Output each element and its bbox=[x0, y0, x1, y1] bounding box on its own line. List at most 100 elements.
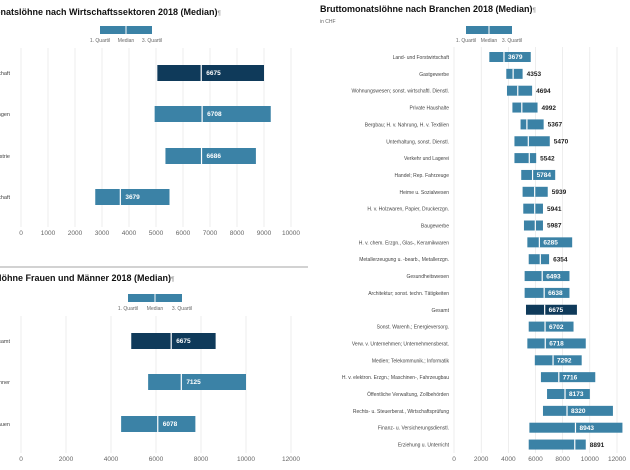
box-row: Bergbau; H. v. Nahrung, H. v. Textilien 5… bbox=[365, 119, 562, 130]
row-label: Finanz- u. Versicherungsdienstl. bbox=[378, 426, 449, 432]
median-value-label: 5939 bbox=[552, 189, 567, 196]
chart-0: Bruttomonatslöhne nach Wirtschaftssektor… bbox=[0, 7, 300, 237]
row-label: Heime u. Sozialwesen bbox=[400, 190, 450, 196]
chart-title-mark: ¶ bbox=[171, 277, 175, 283]
box-lower-quartile bbox=[514, 153, 530, 164]
legend-median-label: Median bbox=[147, 306, 164, 312]
legend-q1-label: 1. Quartil bbox=[456, 38, 476, 44]
box-lower-quartile bbox=[540, 372, 559, 383]
median-value-label: 6718 bbox=[549, 341, 564, 348]
median-value-label: 6675 bbox=[206, 70, 221, 77]
box-upper-quartile bbox=[545, 338, 586, 349]
legend-swatch-lower bbox=[100, 26, 126, 34]
median-value-label: 5941 bbox=[547, 206, 562, 213]
box-row: Land- und Forstwirtschaft 6675 bbox=[0, 65, 264, 81]
row-label: Metallerzeugung u. -bearb., Metallerzgn. bbox=[359, 257, 449, 263]
median-value-label: 6638 bbox=[548, 290, 563, 297]
chart-title-text: Bruttomonatslöhne Frauen und Männer 2018… bbox=[0, 273, 171, 283]
median-value-label: 4992 bbox=[542, 105, 557, 112]
x-tick-label: 10000 bbox=[237, 456, 255, 463]
box-lower-quartile bbox=[506, 85, 518, 96]
box-lower-quartile bbox=[528, 254, 541, 265]
row-label: Verw. v. Unternehmen; Unternehmensberat. bbox=[352, 341, 449, 347]
chart-title-text: Bruttomonatslöhne nach Wirtschaftssektor… bbox=[0, 7, 217, 17]
x-tick-label: 0 bbox=[452, 456, 456, 463]
median-value-label: 5784 bbox=[537, 172, 552, 179]
box-row: Gesundheitswesen 6493 bbox=[406, 271, 570, 282]
box-upper-quartile bbox=[529, 153, 537, 164]
x-tick-label: 2000 bbox=[68, 230, 83, 237]
row-label: Land- und Forstwirtschaft bbox=[393, 55, 450, 61]
row-label: Gesamt bbox=[431, 308, 449, 314]
x-tick-label: 5000 bbox=[149, 230, 164, 237]
chart-title: Bruttomonatslöhne nach Branchen 2018 (Me… bbox=[320, 4, 537, 14]
box-row: H. v. chem. Erzgn., Glas-, Keramikwaren 6… bbox=[359, 237, 573, 248]
box-upper-quartile bbox=[534, 203, 543, 214]
median-value-label: 6675 bbox=[176, 338, 191, 345]
x-tick-label: 10000 bbox=[282, 230, 300, 237]
box-lower-quartile bbox=[525, 304, 545, 315]
box-lower-quartile bbox=[523, 220, 536, 231]
x-tick-label: 4000 bbox=[501, 456, 516, 463]
row-label: Öffentliche Verwaltung, Zollbehörden bbox=[367, 391, 449, 398]
legend-q1-label: 1. Quartil bbox=[90, 38, 110, 44]
box-lower-quartile bbox=[527, 237, 540, 248]
x-tick-label: 1000 bbox=[41, 230, 56, 237]
box-upper-quartile bbox=[526, 119, 544, 130]
median-value-label: 8943 bbox=[579, 425, 594, 432]
box-upper-quartile bbox=[542, 271, 570, 282]
box-row: Gastgewerbe 4353 bbox=[419, 68, 541, 79]
row-label: Gastgewerbe bbox=[419, 72, 449, 78]
box-upper-quartile bbox=[181, 374, 246, 390]
row-label: Erziehung u. Unterricht bbox=[398, 443, 450, 449]
legend-q1-label: 1. Quartil bbox=[118, 306, 138, 312]
box-row: Öffentliche Verwaltung, Zollbehörden 8173 bbox=[367, 389, 590, 399]
box-row: Verkehr und Lagerei 5542 bbox=[404, 153, 555, 164]
row-label: Verkehr und Lagerei bbox=[404, 156, 449, 162]
x-tick-label: 2000 bbox=[474, 456, 489, 463]
box-upper-quartile bbox=[513, 68, 523, 79]
box-row: Sonst. Warenh.; Energieversorg. 6702 bbox=[377, 321, 574, 332]
row-label: H. v. elektron. Erzgn.; Maschinen-, Fahr… bbox=[342, 375, 449, 381]
median-value-label: 6686 bbox=[207, 153, 222, 160]
row-label: Gesundheitswesen bbox=[406, 274, 449, 280]
median-value-label: 8891 bbox=[590, 442, 605, 449]
box-row: Verw. v. Unternehmen; Unternehmensberat.… bbox=[352, 338, 586, 349]
x-tick-label: 8000 bbox=[230, 230, 245, 237]
legend: 1. Quartil Median 3. Quartil bbox=[90, 26, 162, 44]
box-lower-quartile bbox=[542, 405, 568, 416]
median-value-label: 3679 bbox=[125, 194, 140, 201]
chart-subtitle: in CHF bbox=[320, 19, 336, 25]
row-label: Männer bbox=[0, 380, 10, 386]
box-lower-quartile bbox=[506, 68, 514, 79]
x-tick-label: 6000 bbox=[176, 230, 191, 237]
median-value-label: 6354 bbox=[553, 256, 568, 263]
box-row: Rechts- u. Steuerberat., Wirtschaftsprüf… bbox=[353, 405, 613, 416]
box-upper-quartile bbox=[553, 355, 582, 366]
box-row: Medien; Telekommunik.; Informatik 7292 bbox=[372, 355, 582, 366]
x-tick-label: 0 bbox=[19, 230, 23, 237]
box-upper-quartile bbox=[503, 52, 531, 62]
median-value-label: 6078 bbox=[163, 421, 178, 428]
box-lower-quartile bbox=[148, 374, 182, 390]
box-upper-quartile bbox=[157, 416, 196, 432]
x-tick-label: 12000 bbox=[608, 456, 626, 463]
box-row: Dienstleistungen 6708 bbox=[0, 106, 271, 122]
x-tick-label: 3000 bbox=[95, 230, 110, 237]
box-upper-quartile bbox=[201, 65, 264, 81]
box-upper-quartile bbox=[517, 85, 533, 96]
box-lower-quartile bbox=[522, 186, 535, 197]
box-lower-quartile bbox=[154, 106, 203, 122]
legend-swatch-upper bbox=[155, 294, 182, 302]
row-label: Rechts- u. Steuerberat., Wirtschaftsprüf… bbox=[353, 409, 449, 415]
row-label: Baugewerbe bbox=[421, 224, 449, 230]
row-label: Bergbau; H. v. Nahrung, H. v. Textilien bbox=[365, 122, 449, 128]
row-label: Unterhaltung, sonst. Dienstl. bbox=[386, 139, 449, 145]
box-row: Industrie 6686 bbox=[0, 148, 256, 164]
legend-median-label: Median bbox=[481, 38, 498, 44]
box-upper-quartile bbox=[544, 304, 577, 315]
box-lower-quartile bbox=[520, 119, 527, 130]
chart-title-text: Bruttomonatslöhne nach Branchen 2018 (Me… bbox=[320, 4, 533, 14]
